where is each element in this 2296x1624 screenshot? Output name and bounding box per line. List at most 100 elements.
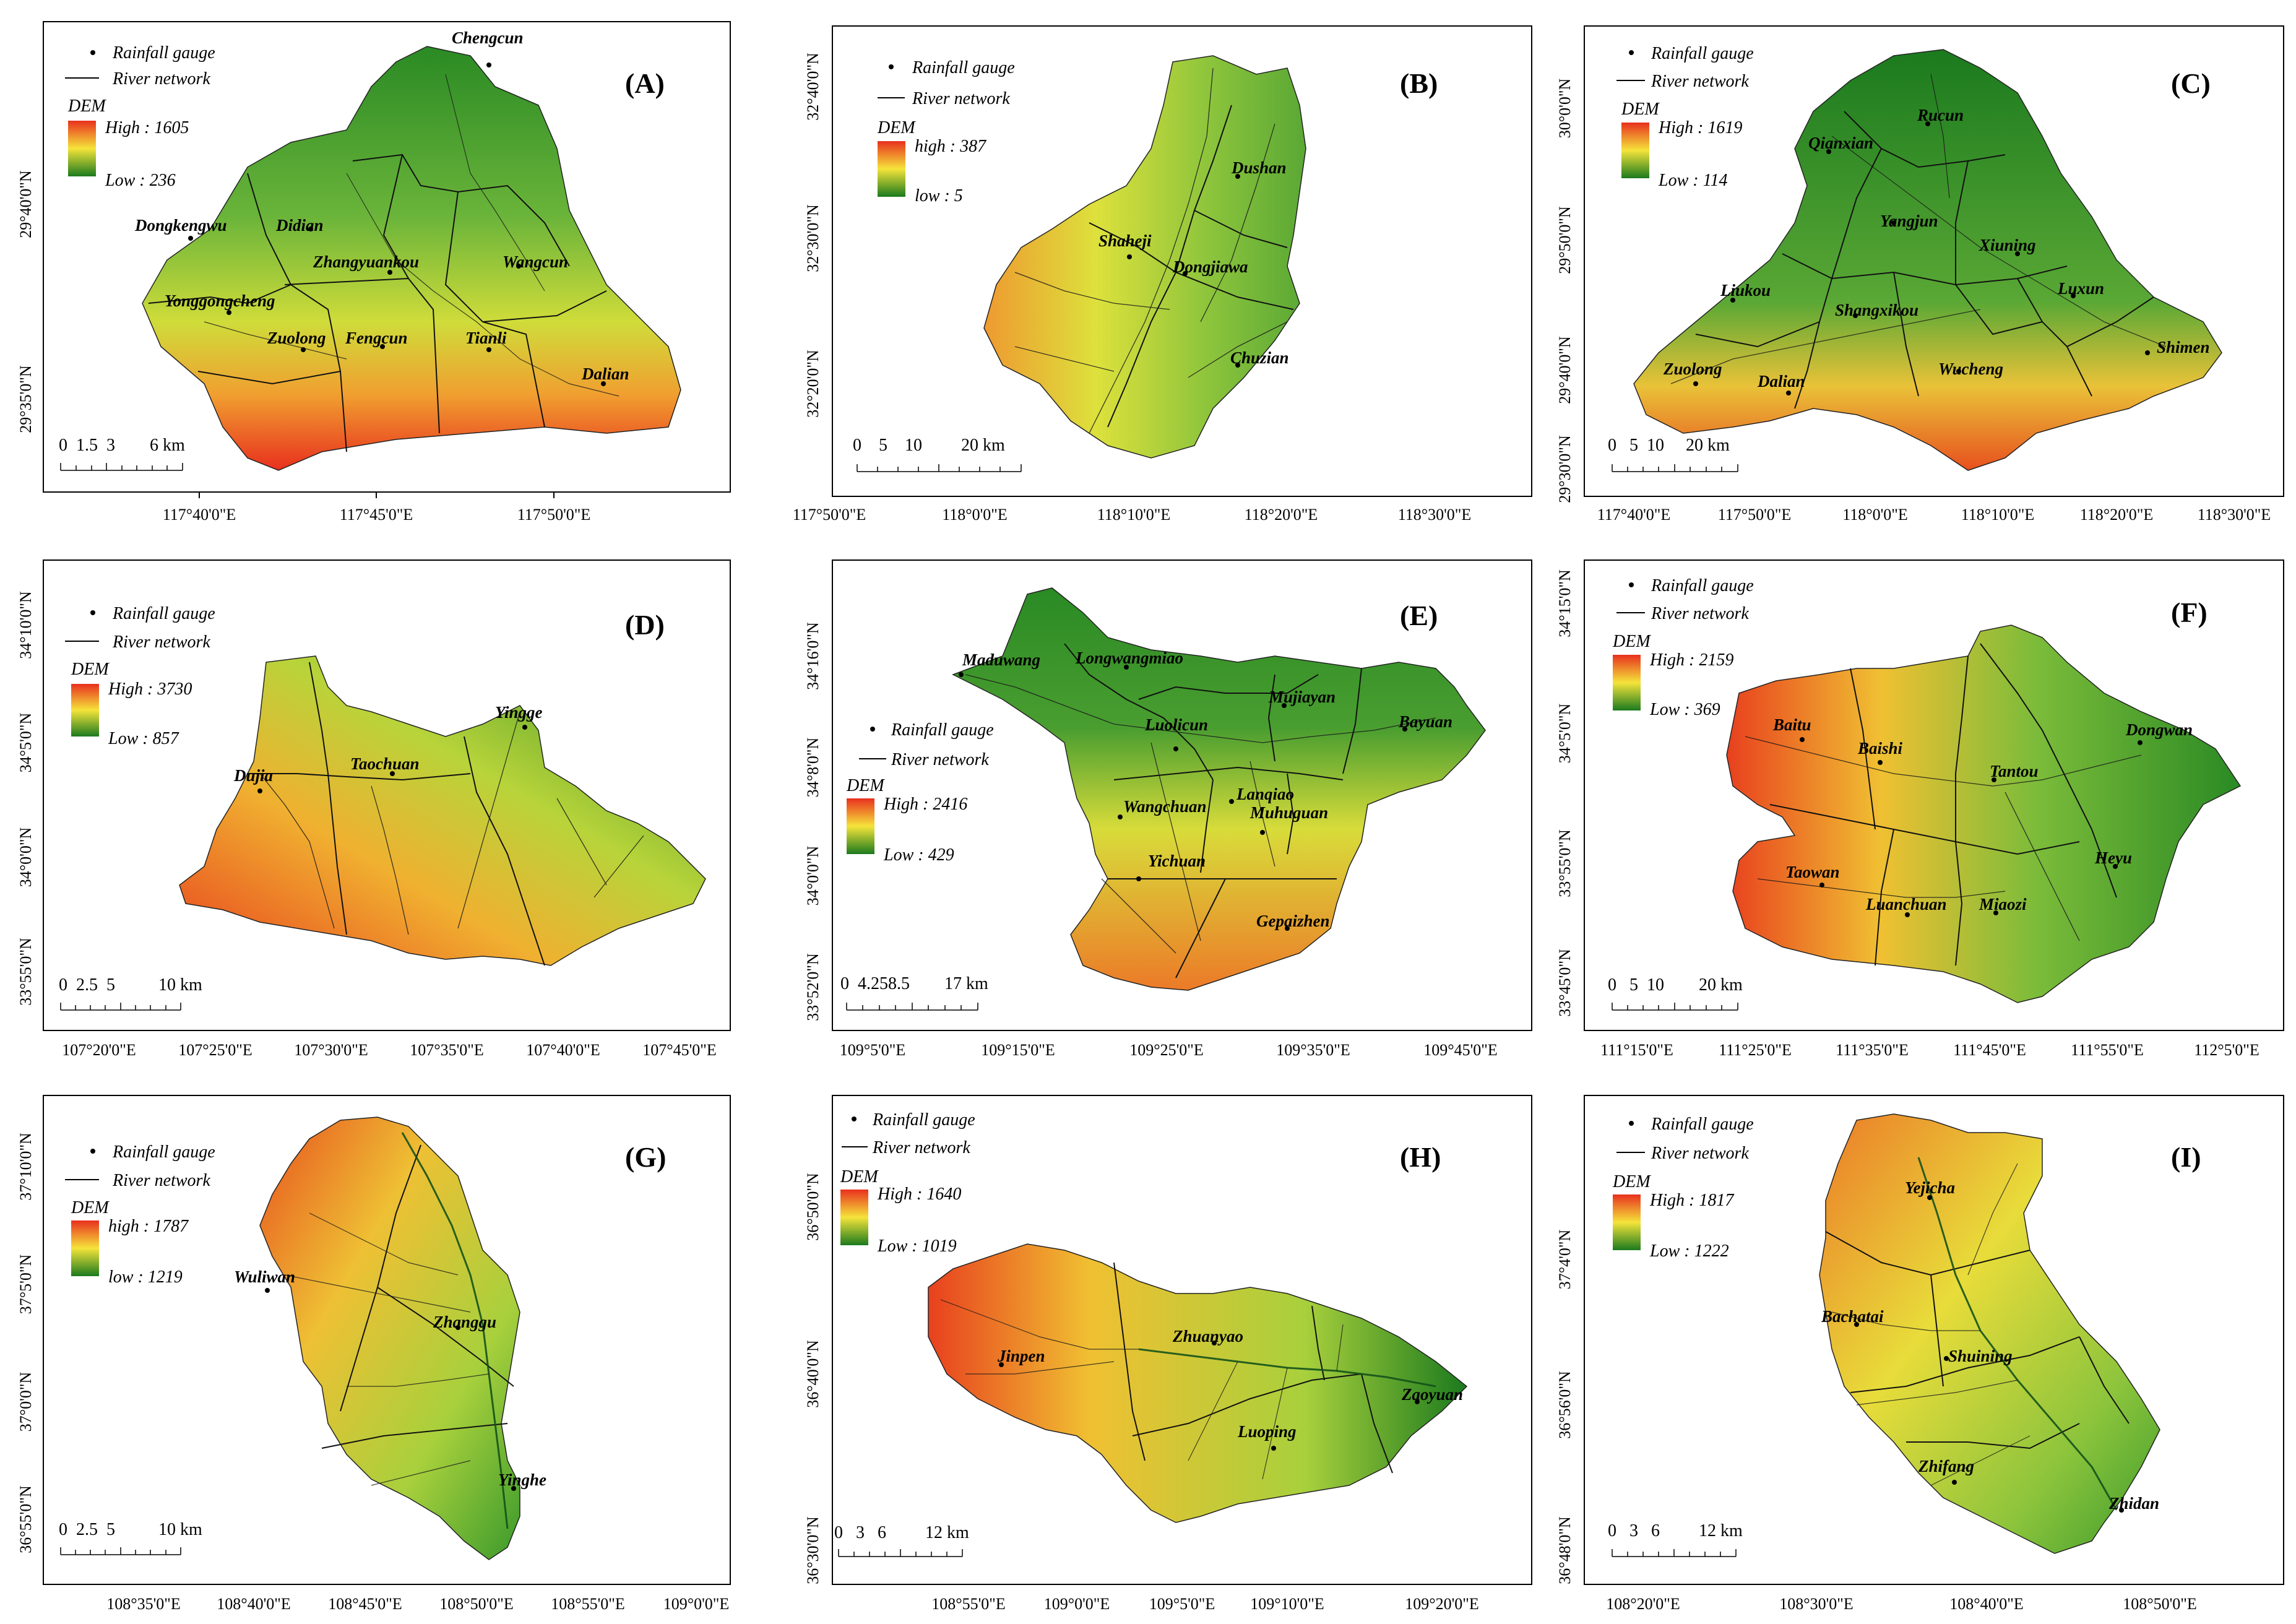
y-tick-label: 36°48'0"N [1556, 1516, 1574, 1584]
legend: Rainfall gauge River network DEM High : … [65, 43, 215, 190]
station-label: Dushan [1231, 158, 1287, 177]
scale-bar-label: 0 1.5 3 6 km [59, 436, 185, 455]
y-tick-label: 37°4'0"N [1556, 1230, 1574, 1290]
panel-g: Wuliwan Zhanggu Yinghe Rainfall gauge Ri… [17, 1095, 731, 1613]
station-label: Shuining [1948, 1347, 2013, 1365]
legend-dem-label: DEM [71, 660, 110, 679]
station-label: Didian [275, 216, 324, 235]
river-network [1917, 1157, 2118, 1511]
legend: Rainfall gauge River network DEM High : … [65, 604, 215, 748]
legend-gauge-label: Rainfall gauge [112, 604, 215, 623]
legend-dem-low: Low : 857 [108, 729, 179, 748]
y-tick-label: 33°55'0"N [1556, 829, 1574, 897]
station-label: Wangchuan [1123, 797, 1207, 816]
legend-gauge-label: Rainfall gauge [1651, 1115, 1754, 1134]
station-label: Zhuanyao [1172, 1327, 1243, 1345]
x-tick-label: 107°25'0"E [178, 1041, 252, 1059]
legend: Rainfall gauge River network DEM high : … [877, 58, 1015, 205]
panel-letter: (B) [1400, 67, 1438, 99]
station-label: Zhangyuankou [313, 253, 419, 271]
station-label: Bachatai [1821, 1307, 1884, 1326]
river-network [1014, 67, 1288, 434]
legend-river-label: River network [112, 69, 210, 89]
station-label: Yangjun [1880, 212, 1938, 230]
station-label: Xiuning [1979, 236, 2036, 254]
panel-b: Dushan Shaheji Dongjiawa Chuzian Rainfal… [793, 25, 1532, 524]
x-tick-label: 108°35'0"E [106, 1595, 181, 1613]
station-label: Mujiayan [1268, 688, 1336, 706]
station-label: Wucheng [1938, 360, 2003, 378]
station-labels: Jinpen Zhuanyao Zaoyuan Luoping [997, 1327, 1463, 1441]
station-label: Yinghe [498, 1471, 546, 1489]
station-labels: Yingge Dujia Taochuan [233, 703, 543, 785]
x-tick-label: 108°20'0"E [1606, 1595, 1680, 1613]
panel-letter: (F) [2171, 597, 2208, 628]
y-axis-ticks: 36°50'0"N 36°40'0"N 36°30'0"N [804, 1173, 822, 1584]
x-axis-ticks: 108°35'0"E 108°40'0"E 108°45'0"E 108°50'… [106, 1595, 729, 1613]
rainfall-gauges [1127, 174, 1240, 368]
panel-letter: (E) [1400, 600, 1438, 631]
legend-dem-high: High : 1605 [105, 118, 189, 137]
catchment-area [1633, 49, 2222, 471]
scale-bar: 0 2.5 5 10 km [59, 1520, 202, 1555]
legend: Rainfall gauge River network DEM High : … [1616, 44, 1754, 190]
x-axis-ticks: 108°55'0"E 109°0'0"E 109°5'0"E 109°10'0"… [931, 1595, 1479, 1613]
y-axis-ticks: 32°40'0"N 32°30'0"N 32°20'0"N [804, 53, 822, 418]
x-axis-ticks: 107°20'0"E 107°25'0"E 107°30'0"E 107°35'… [62, 1041, 717, 1059]
legend-dem-low: Low : 369 [1649, 700, 1720, 719]
x-tick-label: 108°45'0"E [328, 1595, 402, 1613]
y-tick-label: 34°16'0"N [804, 622, 822, 690]
y-tick-label: 29°35'0"N [17, 365, 35, 433]
legend-gauge-label: Rainfall gauge [891, 720, 994, 740]
x-tick-label: 108°40'0"E [217, 1595, 291, 1613]
legend-dem-high: High : 1817 [1649, 1191, 1734, 1210]
x-tick-label: 107°45'0"E [642, 1041, 717, 1059]
x-tick-label: 109°35'0"E [1276, 1041, 1350, 1059]
y-tick-label: 37°10'0"N [17, 1133, 35, 1201]
legend-gauge-label: Rainfall gauge [912, 58, 1015, 77]
station-label: Tantou [1990, 762, 2039, 780]
panel-e: Maduwang Longwangmiao Mujiayan Bayuan Lu… [804, 559, 1532, 1059]
y-tick-label: 36°56'0"N [1556, 1371, 1574, 1439]
legend: Rainfall gauge River network DEM High : … [1612, 1115, 1754, 1261]
panel-letter: (H) [1400, 1141, 1441, 1173]
station-label: Yingge [495, 703, 543, 722]
station-label: Shimen [2157, 338, 2210, 356]
scale-bar: 0 3 6 12 km [834, 1523, 969, 1557]
station-label: Shaheji [1098, 231, 1152, 250]
catchment-area [259, 1116, 520, 1560]
y-tick-label: 33°55'0"N [17, 938, 35, 1006]
river-network [965, 674, 1436, 954]
scale-bar-label: 0 3 6 12 km [834, 1523, 969, 1542]
panel-letter: (C) [2171, 67, 2211, 99]
station-label: Baitu [1772, 715, 1811, 734]
scale-bar-label: 0 5 10 20 km [1608, 436, 1730, 455]
x-axis-ticks: 117°50'0"E 118°0'0"E 118°10'0"E 118°20'0… [793, 506, 1472, 524]
x-tick-label: 117°50'0"E [517, 506, 591, 524]
legend: Rainfall gauge River network DEM High : … [840, 1110, 975, 1256]
panel-letter: (A) [625, 67, 665, 99]
legend-dem-label: DEM [846, 776, 885, 795]
x-tick-label: 108°55'0"E [551, 1595, 625, 1613]
scale-bar: 0 5 10 20 km [853, 436, 1022, 472]
x-tick-label: 108°50'0"E [2123, 1595, 2197, 1613]
legend-dem-high: High : 1640 [877, 1185, 961, 1204]
subbasin-boundaries [248, 662, 545, 966]
panel-f: Baitu Baishi Tantou Dongwan Taowan Luanc… [1556, 559, 2284, 1059]
station-label: Dalian [581, 365, 629, 383]
scale-bar-label: 0 2.5 5 10 km [59, 975, 202, 995]
legend-dem-label: DEM [1612, 632, 1651, 651]
x-tick-label: 118°10'0"E [1961, 506, 2035, 524]
dem-color-ramp [840, 1190, 868, 1245]
station-label: Dongjiawa [1172, 257, 1248, 276]
y-tick-label: 33°45'0"N [1556, 949, 1574, 1017]
station-label: Chuzian [1230, 348, 1289, 367]
panel-letter: (I) [2171, 1141, 2201, 1173]
legend-dem-low: Low : 1019 [877, 1237, 957, 1256]
y-tick-label: 34°0'0"N [804, 846, 822, 906]
x-tick-label: 109°25'0"E [1129, 1041, 1204, 1059]
station-label: Zuolong [1663, 360, 1722, 378]
x-axis-ticks: 108°20'0"E 108°30'0"E 108°40'0"E 108°50'… [1606, 1595, 2197, 1613]
river-network-tributaries [940, 1299, 1344, 1480]
